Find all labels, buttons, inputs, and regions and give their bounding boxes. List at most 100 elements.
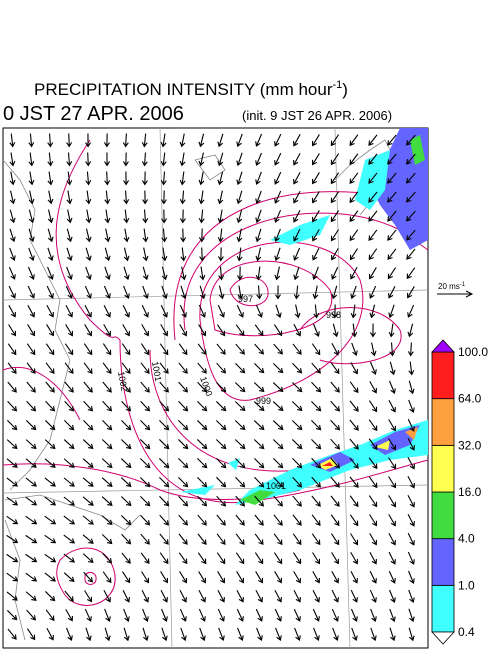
wind-arrow <box>141 133 148 148</box>
wind-arrow <box>197 400 208 412</box>
wind-arrow <box>180 228 187 243</box>
wind-arrow <box>368 210 378 222</box>
wind-arrow <box>6 553 19 563</box>
isobar-label: 998 <box>326 310 341 320</box>
wind-arrow <box>142 627 149 642</box>
wind-arrow <box>389 342 396 357</box>
wind-arrow <box>7 381 17 393</box>
wind-arrow <box>313 304 320 319</box>
wind-arrow <box>120 439 132 450</box>
wind-arrow <box>85 228 92 243</box>
wind-arrow <box>102 381 112 393</box>
wind-arrow <box>102 362 112 375</box>
wind-arrow <box>388 285 396 299</box>
scale-sup: -1 <box>460 282 466 288</box>
wind-arrow <box>83 362 93 375</box>
wind-arrow <box>178 476 189 488</box>
wind-arrow <box>293 285 300 300</box>
wind-arrow <box>104 190 111 205</box>
wind-arrow <box>26 400 37 412</box>
wind-arrow <box>123 190 130 205</box>
wind-arrow <box>46 628 54 641</box>
wind-arrow <box>103 133 110 148</box>
wind-arrow <box>197 552 207 565</box>
wind-arrow <box>350 267 358 280</box>
isobar-label: 1002 <box>116 371 129 392</box>
wind-arrow <box>104 228 111 243</box>
wind-arrow <box>161 266 168 281</box>
wind-arrow <box>178 495 189 507</box>
wind-arrow <box>408 361 415 376</box>
vector-scale: 20 ms-1 <box>437 282 474 298</box>
wind-arrow <box>368 438 378 451</box>
wind-arrow <box>272 420 284 431</box>
wind-arrow <box>369 552 377 565</box>
wind-arrow <box>27 305 35 318</box>
wind-arrow <box>368 153 378 165</box>
wind-arrow <box>388 495 396 508</box>
precip-area <box>240 490 275 505</box>
colorbar: 0.4 1.0 4.0 16.0 32.0 64.0 100.0 <box>431 339 488 645</box>
wind-arrow <box>388 323 395 338</box>
wind-arrow <box>64 381 74 393</box>
wind-arrow <box>311 362 321 374</box>
wind-arrow <box>312 608 320 622</box>
wind-arrow <box>331 248 339 261</box>
wind-arrow <box>101 458 113 469</box>
wind-arrow <box>25 572 38 582</box>
wind-arrow <box>102 419 113 431</box>
wind-arrow <box>408 399 415 414</box>
wind-arrow <box>388 380 396 394</box>
wind-arrow <box>293 153 301 166</box>
isobar <box>209 260 333 337</box>
wind-arrow <box>121 533 132 545</box>
wind-arrow <box>179 190 186 205</box>
wind-arrow <box>351 323 358 338</box>
wind-arrow <box>101 477 113 488</box>
wind-arrow <box>272 401 284 412</box>
wind-arrow <box>273 533 283 546</box>
wind-arrow <box>197 381 208 393</box>
wind-arrow <box>350 570 358 584</box>
wind-arrow <box>236 266 243 281</box>
wind-arrow <box>215 420 227 431</box>
wind-arrow <box>123 209 130 224</box>
wind-arrow <box>123 228 130 243</box>
wind-arrow <box>330 400 341 412</box>
wind-arrow <box>160 171 167 186</box>
wind-arrow <box>197 476 208 488</box>
wind-arrow <box>198 608 206 622</box>
wind-arrow <box>140 552 150 565</box>
wind-arrow <box>64 420 75 431</box>
wind-arrow <box>369 570 377 584</box>
wind-arrow <box>407 323 414 338</box>
wind-arrow <box>159 419 170 431</box>
wind-arrow <box>102 552 113 564</box>
wind-arrow <box>293 589 301 603</box>
wind-arrow <box>292 476 303 488</box>
precip-area <box>228 458 240 470</box>
wind-arrow <box>236 590 244 603</box>
wind-arrow <box>407 304 415 318</box>
wind-vectors <box>6 133 416 642</box>
wind-arrow <box>177 458 189 469</box>
wind-arrow <box>406 134 416 146</box>
precip-area <box>180 485 215 495</box>
wind-arrow <box>217 589 225 603</box>
wind-arrow <box>274 209 282 223</box>
wind-arrow <box>101 534 113 545</box>
wind-arrow <box>63 496 75 506</box>
wind-arrow <box>179 304 187 318</box>
title-sup: -1 <box>332 79 342 91</box>
wind-arrow <box>104 152 110 167</box>
wind-arrow <box>104 608 111 623</box>
wind-arrow <box>332 627 339 642</box>
wind-arrow <box>369 267 377 280</box>
wind-arrow <box>330 476 340 488</box>
wind-arrow <box>350 552 358 565</box>
wind-arrow <box>160 304 168 318</box>
wind-arrow <box>235 362 246 374</box>
wind-arrow <box>217 152 224 167</box>
wind-arrow <box>27 266 35 280</box>
